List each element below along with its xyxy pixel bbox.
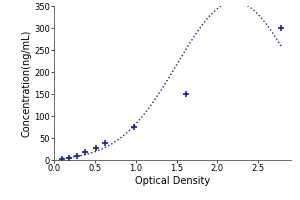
Y-axis label: Concentration(ng/mL): Concentration(ng/mL)	[21, 29, 31, 137]
X-axis label: Optical Density: Optical Density	[135, 176, 210, 186]
